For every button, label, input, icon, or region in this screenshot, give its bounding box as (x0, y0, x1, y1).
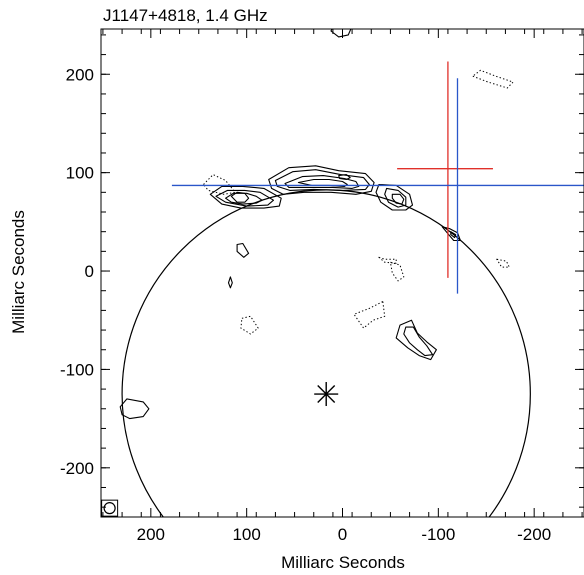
axes: 200 100 0 -100 -200 200 100 0 -100 -200 (60, 28, 584, 544)
contour-solid-11 (391, 193, 405, 205)
x-tick-label-3: -100 (421, 525, 455, 544)
x-tick-label-4: -200 (517, 525, 551, 544)
contour-solid-2 (284, 175, 360, 189)
contour-solid-4 (338, 174, 351, 181)
contour-solid-15 (403, 326, 434, 357)
star-marker (314, 382, 339, 407)
contour-dotted-21 (240, 315, 259, 335)
x-tick-label-0: 200 (137, 525, 165, 544)
contour-dotted-23 (378, 256, 397, 264)
contour-solid-14 (395, 319, 437, 361)
chart-title: J1147+4818, 1.4 GHz (103, 6, 268, 25)
contour-dotted-22 (353, 301, 386, 329)
star-marker-stroke-3 (317, 385, 336, 403)
x-axis-label: Milliarc Seconds (281, 553, 405, 572)
contour-solid-10 (384, 187, 407, 208)
y-axis-label: Milliarc Seconds (9, 210, 28, 334)
y-tick-label-4: -200 (60, 459, 94, 478)
contour-solid-18 (227, 276, 233, 289)
beam-ellipse (103, 502, 116, 515)
contour-solid-8 (230, 191, 250, 203)
plot-frame (100, 28, 584, 518)
contour-solid-9 (375, 183, 414, 211)
x-tick-label-2: 0 (338, 525, 347, 544)
y-tick-label-2: 0 (85, 262, 94, 281)
y-tick-label-3: -100 (60, 360, 94, 379)
contour-dotted-20 (203, 174, 236, 195)
contour-dotted-24 (389, 261, 405, 282)
y-tick-label-0: 200 (66, 65, 94, 84)
contour-dotted-26 (496, 258, 510, 268)
contour-dotted-25 (472, 69, 514, 89)
x-tick-label-1: 100 (232, 525, 260, 544)
contour-solid-13 (450, 231, 457, 239)
contour-solid-16 (119, 398, 150, 420)
contour-solid-0 (268, 165, 375, 195)
contour-solid-5 (209, 185, 282, 209)
contour-solid-19 (330, 29, 352, 38)
beam-box (101, 499, 119, 517)
contour-solid-17 (236, 242, 250, 258)
y-tick-label-1: 100 (66, 164, 94, 183)
contour-solid-1 (274, 169, 370, 191)
plot-content (101, 29, 584, 517)
contour-solid-7 (225, 192, 263, 205)
